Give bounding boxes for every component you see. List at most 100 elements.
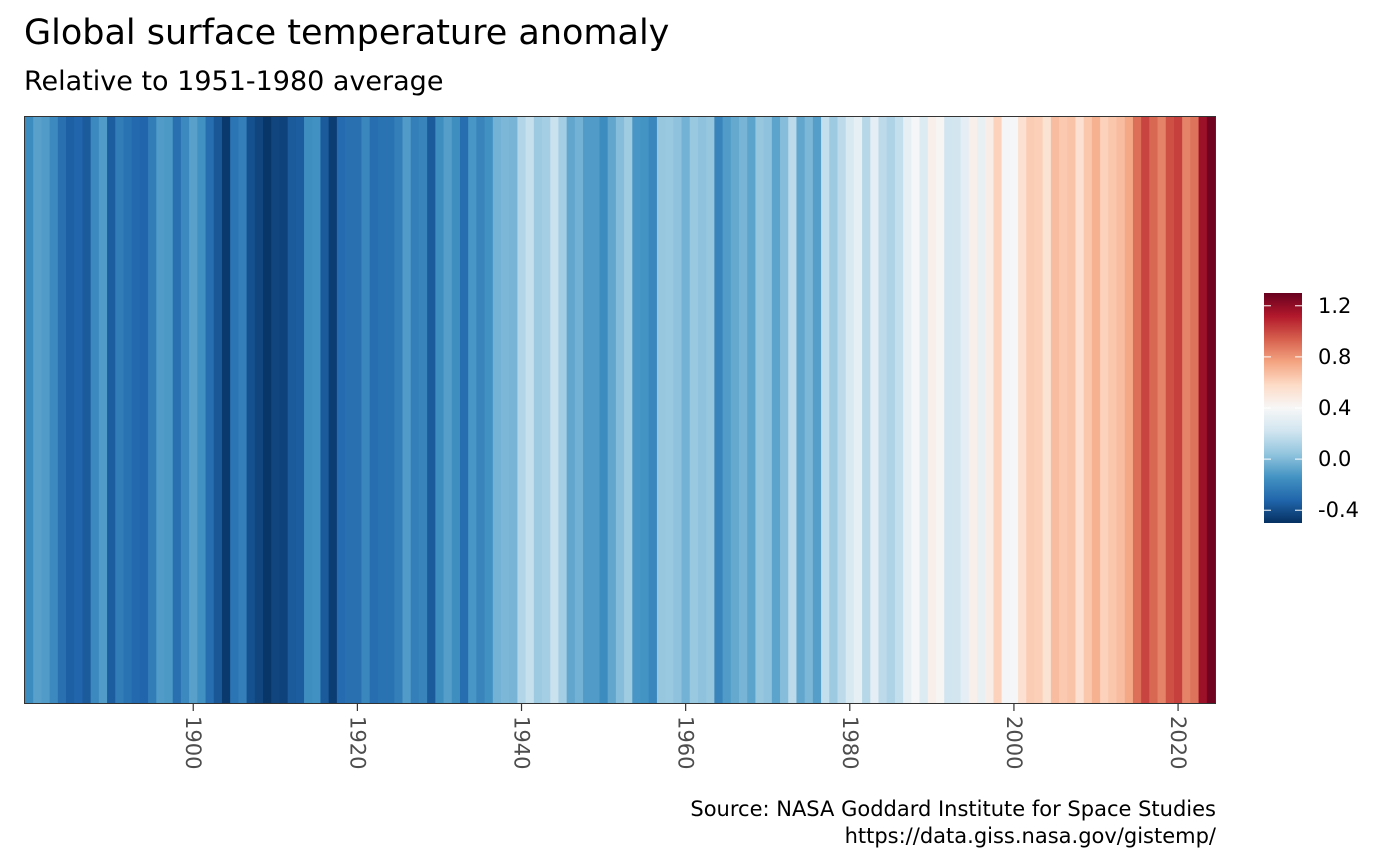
stripe-1978 (829, 117, 839, 703)
stripe-1917 (328, 117, 338, 703)
stripe-1995 (968, 117, 978, 703)
stripe-2015 (1132, 117, 1142, 703)
stripe-2018 (1157, 117, 1167, 703)
stripe-1929 (427, 117, 436, 703)
stripe-2002 (1026, 117, 1036, 703)
stripe-2007 (1067, 117, 1077, 703)
stripe-1952 (615, 117, 625, 703)
x-tick-label-1920: 1920 (345, 716, 369, 769)
stripe-1938 (501, 117, 510, 703)
stripe-1923 (377, 117, 387, 703)
legend-label--0.4: -0.4 (1318, 498, 1359, 522)
stripe-1970 (763, 117, 773, 703)
stripe-1975 (804, 117, 814, 703)
stripe-1915 (312, 117, 322, 703)
stripe-1921 (361, 117, 371, 703)
stripe-1961 (689, 117, 699, 703)
stripes-layer (25, 117, 1216, 703)
stripe-2001 (1018, 117, 1027, 703)
stripe-2024 (1206, 117, 1216, 703)
stripe-1894 (139, 117, 149, 703)
stripe-2019 (1165, 117, 1175, 703)
stripe-1906 (238, 117, 248, 703)
caption-source: Source: NASA Goddard Institute for Space… (690, 797, 1216, 821)
stripe-1925 (394, 117, 404, 703)
stripe-1984 (878, 117, 888, 703)
stripe-1979 (837, 117, 847, 703)
stripe-1901 (197, 117, 207, 703)
stripe-1900 (189, 117, 198, 703)
stripe-1911 (279, 117, 289, 703)
stripe-1899 (180, 117, 190, 703)
stripe-1960 (681, 117, 691, 703)
stripe-1954 (632, 117, 642, 703)
stripe-2013 (1116, 117, 1126, 703)
stripe-1966 (730, 117, 740, 703)
legend: 1.2 0.8 0.4 0.0 -0.4 (1264, 293, 1359, 523)
stripe-1898 (172, 117, 182, 703)
x-axis: 1900 1920 1940 1960 1980 2000 2020 (181, 703, 1190, 769)
stripe-1927 (410, 117, 420, 703)
chart-subtitle: Relative to 1951-1980 average (24, 66, 443, 97)
legend-label-0.4: 0.4 (1318, 396, 1351, 420)
stripe-1907 (246, 117, 256, 703)
stripe-1968 (747, 117, 757, 703)
stripe-1931 (443, 117, 453, 703)
x-tick-label-2000: 2000 (1002, 716, 1026, 769)
stripe-1940 (517, 117, 527, 703)
stripe-1998 (993, 117, 1003, 703)
stripe-1997 (985, 117, 995, 703)
stripe-1910 (271, 117, 281, 703)
stripe-1947 (574, 117, 584, 703)
stripe-1953 (624, 117, 633, 703)
stripe-1989 (919, 117, 929, 703)
stripe-1983 (870, 117, 880, 703)
stripe-1965 (722, 117, 732, 703)
stripe-1882 (41, 117, 51, 703)
stripe-2017 (1149, 117, 1159, 703)
stripe-1886 (74, 117, 84, 703)
stripe-1980 (845, 117, 855, 703)
stripe-2005 (1050, 117, 1060, 703)
stripe-1897 (164, 117, 174, 703)
stripe-1905 (230, 117, 239, 703)
stripe-1933 (459, 117, 469, 703)
stripe-1881 (33, 117, 43, 703)
stripe-2000 (1009, 117, 1019, 703)
stripe-1967 (739, 117, 748, 703)
stripe-1896 (156, 117, 166, 703)
x-tick-label-1980: 1980 (838, 716, 862, 769)
stripe-1942 (533, 117, 543, 703)
stripe-1963 (706, 117, 715, 703)
stripe-1976 (812, 117, 822, 703)
stripe-1986 (894, 117, 904, 703)
x-tick-label-1900: 1900 (181, 716, 205, 769)
chart-title: Global surface temperature anomaly (24, 13, 669, 53)
stripe-1974 (796, 117, 806, 703)
stripe-2009 (1083, 117, 1093, 703)
stripe-1885 (66, 117, 75, 703)
stripe-2014 (1124, 117, 1134, 703)
stripe-1992 (944, 117, 953, 703)
stripe-1990 (927, 117, 937, 703)
stripe-2008 (1075, 117, 1085, 703)
x-tick-label-1940: 1940 (510, 716, 534, 769)
stripe-1996 (977, 117, 986, 703)
stripe-1981 (853, 117, 863, 703)
stripe-1924 (386, 117, 395, 703)
stripe-1888 (90, 117, 100, 703)
stripe-1969 (755, 117, 765, 703)
stripe-1957 (656, 117, 666, 703)
stripe-1934 (468, 117, 477, 703)
stripe-1971 (771, 117, 781, 703)
stripe-1893 (131, 117, 141, 703)
stripe-1945 (558, 117, 568, 703)
stripe-1891 (115, 117, 125, 703)
stripe-2010 (1091, 117, 1101, 703)
stripe-1904 (221, 117, 231, 703)
stripe-1973 (788, 117, 798, 703)
stripe-1949 (591, 117, 601, 703)
stripe-1908 (254, 117, 264, 703)
stripe-1880 (25, 117, 34, 703)
